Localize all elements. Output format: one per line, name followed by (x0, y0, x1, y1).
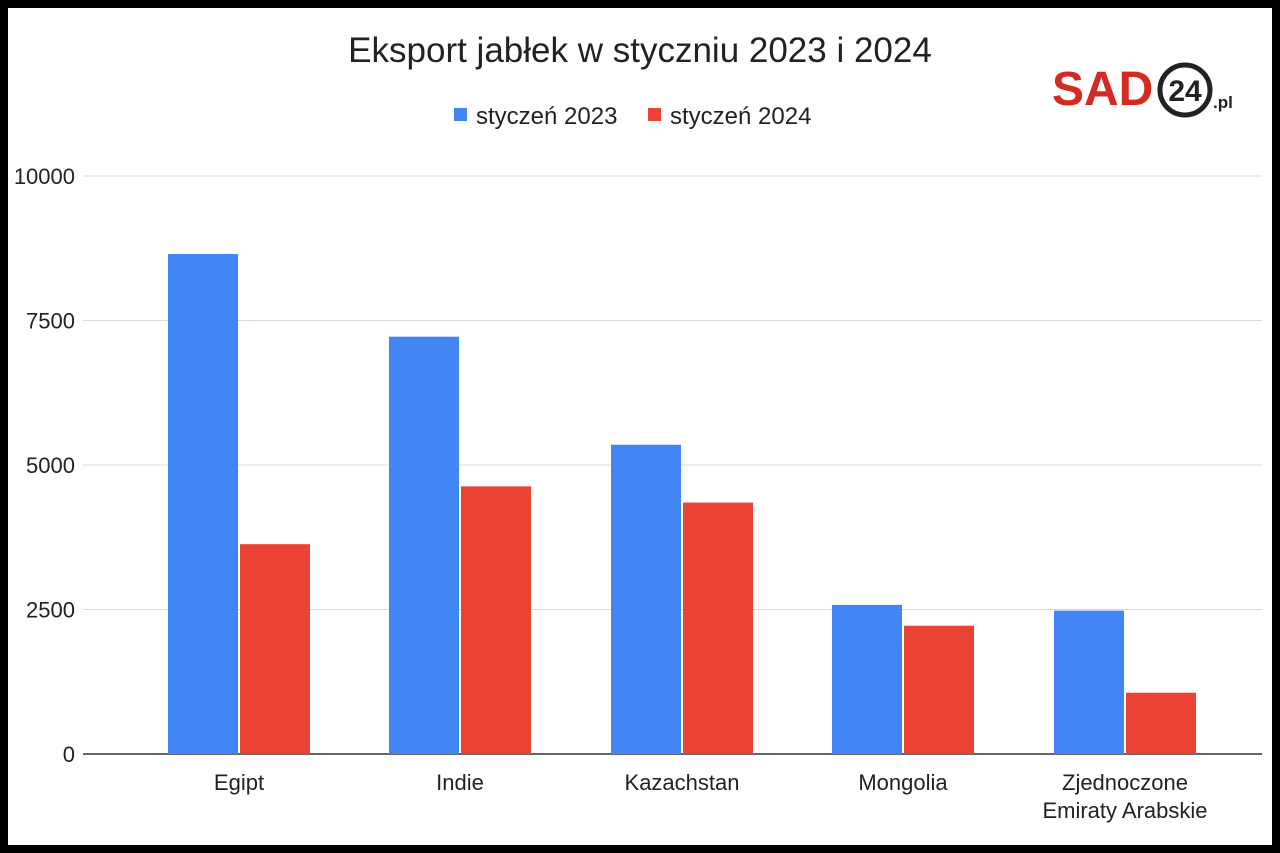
logo: SAD 24 .pl (1052, 62, 1233, 118)
bar-2024-2 (683, 502, 753, 754)
bar-2024-1 (461, 486, 531, 754)
x-axis-categories: Egipt Indie Kazachstan Mongolia Zjednoczone E… (214, 770, 1208, 823)
legend-label-2024: styczeń 2024 (670, 103, 811, 130)
bars (168, 254, 1196, 754)
logo-brand: SAD (1052, 63, 1153, 116)
x-category-label: Zjednoczone (1062, 770, 1188, 795)
y-tick-label: 5000 (26, 453, 75, 478)
x-category-label: Kazachstan (625, 770, 740, 795)
legend-swatch-2024 (648, 108, 661, 121)
bar-2024-0 (240, 544, 310, 754)
x-category-label: Mongolia (858, 770, 948, 795)
logo-ring-icon (1157, 62, 1213, 118)
x-category-label: Emiraty Arabskie (1042, 798, 1207, 823)
bar-chart: Eksport jabłek w styczniu 2023 i 2024 st… (14, 31, 1262, 823)
bar-2024-3 (904, 625, 974, 754)
y-tick-label: 10000 (14, 164, 75, 189)
logo-number: 24 (1168, 75, 1202, 108)
bar-2023-2 (611, 444, 681, 754)
x-category-label: Egipt (214, 770, 264, 795)
x-category-label: Indie (436, 770, 484, 795)
legend-label-2023: styczeń 2023 (476, 103, 617, 130)
logo-suffix: .pl (1213, 93, 1233, 112)
y-tick-label: 2500 (26, 598, 75, 623)
bar-2023-3 (832, 604, 902, 754)
y-tick-label: 0 (63, 742, 75, 767)
y-tick-label: 7500 (26, 309, 75, 334)
bar-2023-4 (1054, 610, 1124, 754)
bar-2023-1 (389, 336, 459, 754)
chart-frame: Eksport jabłek w styczniu 2023 i 2024 st… (8, 8, 1272, 845)
chart-title: Eksport jabłek w styczniu 2023 i 2024 (348, 31, 932, 70)
legend: styczeń 2023 styczeń 2024 (454, 103, 811, 130)
bar-2023-0 (168, 254, 238, 754)
y-axis-ticks: 0 2500 5000 7500 10000 (14, 164, 75, 767)
legend-swatch-2023 (454, 108, 467, 121)
bar-2024-4 (1126, 692, 1196, 754)
